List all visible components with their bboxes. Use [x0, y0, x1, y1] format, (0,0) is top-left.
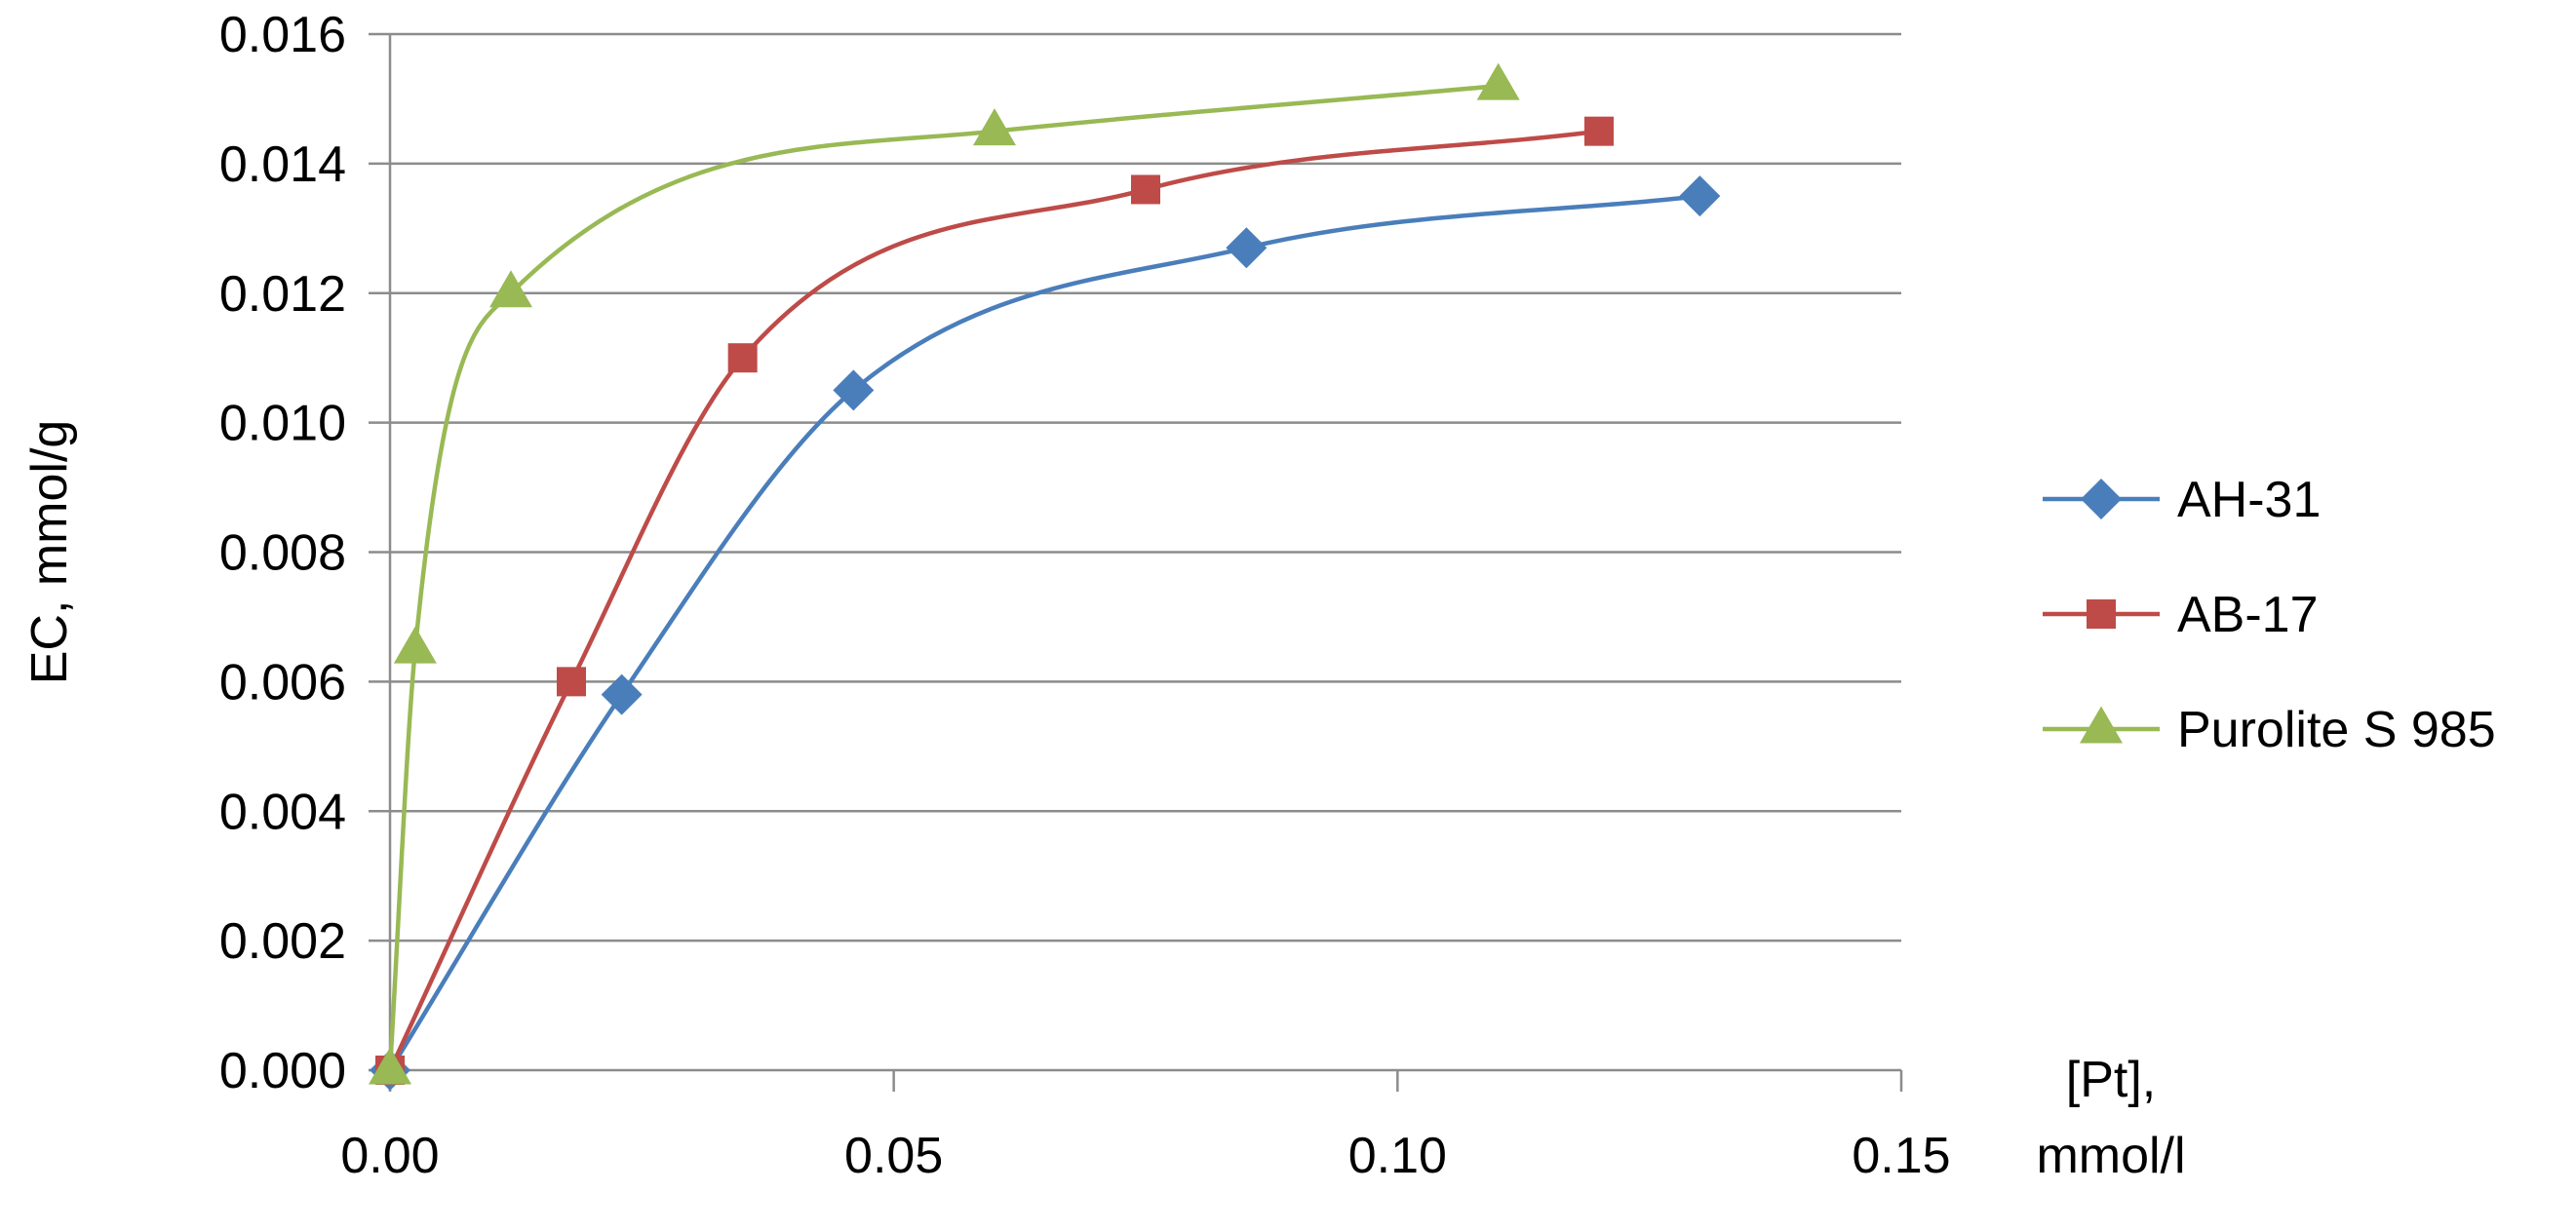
x-tick-label: 0.10: [1348, 1128, 1447, 1184]
legend-item-ah-31: AH-31: [2043, 472, 2321, 528]
data-point-ah-31: [833, 369, 875, 411]
axes: 0.000 0.002 0.004 0.006 0.008 0.010 0.012 0.014…: [21, 7, 2186, 1184]
data-point-purolite-s-985: [1476, 62, 1520, 100]
y-tick-label: 0.012: [219, 266, 346, 323]
legend-marker: [2080, 706, 2123, 744]
x-tick-label: 0.15: [1852, 1128, 1950, 1184]
data-point-purolite-s-985: [393, 626, 437, 664]
legend-marker: [2087, 599, 2116, 629]
data-point-purolite-s-985: [973, 108, 1016, 146]
legend-label: AB-17: [2177, 587, 2319, 643]
x-axis-title: [Pt], mmol/l: [2036, 1052, 2185, 1184]
data-point-ah-31: [1226, 227, 1268, 269]
y-tick-label: 0.000: [219, 1043, 346, 1099]
data-point-purolite-s-985: [369, 1047, 411, 1085]
data-point-purolite-s-985: [489, 270, 532, 308]
series-line-ab-17: [387, 129, 1602, 1073]
legend-marker: [2081, 479, 2122, 519]
legend-item-ab-17: AB-17: [2043, 587, 2319, 643]
y-tick-label: 0.004: [219, 784, 346, 840]
gridlines: [390, 32, 1901, 942]
y-tick-label: 0.008: [219, 525, 346, 582]
series-markers: [369, 62, 1721, 1091]
y-axis-title: EC, mmol/g: [21, 420, 78, 685]
data-point-ah-31: [1679, 175, 1721, 217]
legend-item-purolite-s-985: Purolite S 985: [2043, 702, 2496, 758]
y-tick-label: 0.002: [219, 913, 346, 970]
data-point-ab-17: [1131, 174, 1160, 205]
y-tick-label: 0.014: [219, 136, 346, 193]
y-tick-label: 0.006: [219, 654, 346, 711]
series-lines: [387, 83, 1702, 1073]
legend-label: AH-31: [2177, 472, 2321, 528]
x-tick-label: 0.05: [844, 1128, 943, 1184]
data-point-ah-31: [601, 673, 643, 715]
data-point-ab-17: [557, 667, 586, 697]
legend: AH-31 AB-17 Purolite S 985: [2043, 472, 2496, 758]
data-point-ab-17: [727, 343, 758, 373]
series-line-ah-31: [387, 193, 1702, 1073]
y-tick-label: 0.016: [219, 7, 346, 63]
x-tick-label: 0.00: [340, 1128, 439, 1184]
data-point-ab-17: [1584, 116, 1614, 146]
legend-label: Purolite S 985: [2177, 702, 2496, 758]
y-tick-label: 0.010: [219, 396, 346, 452]
series-line-purolite-s-985: [387, 83, 1501, 1073]
